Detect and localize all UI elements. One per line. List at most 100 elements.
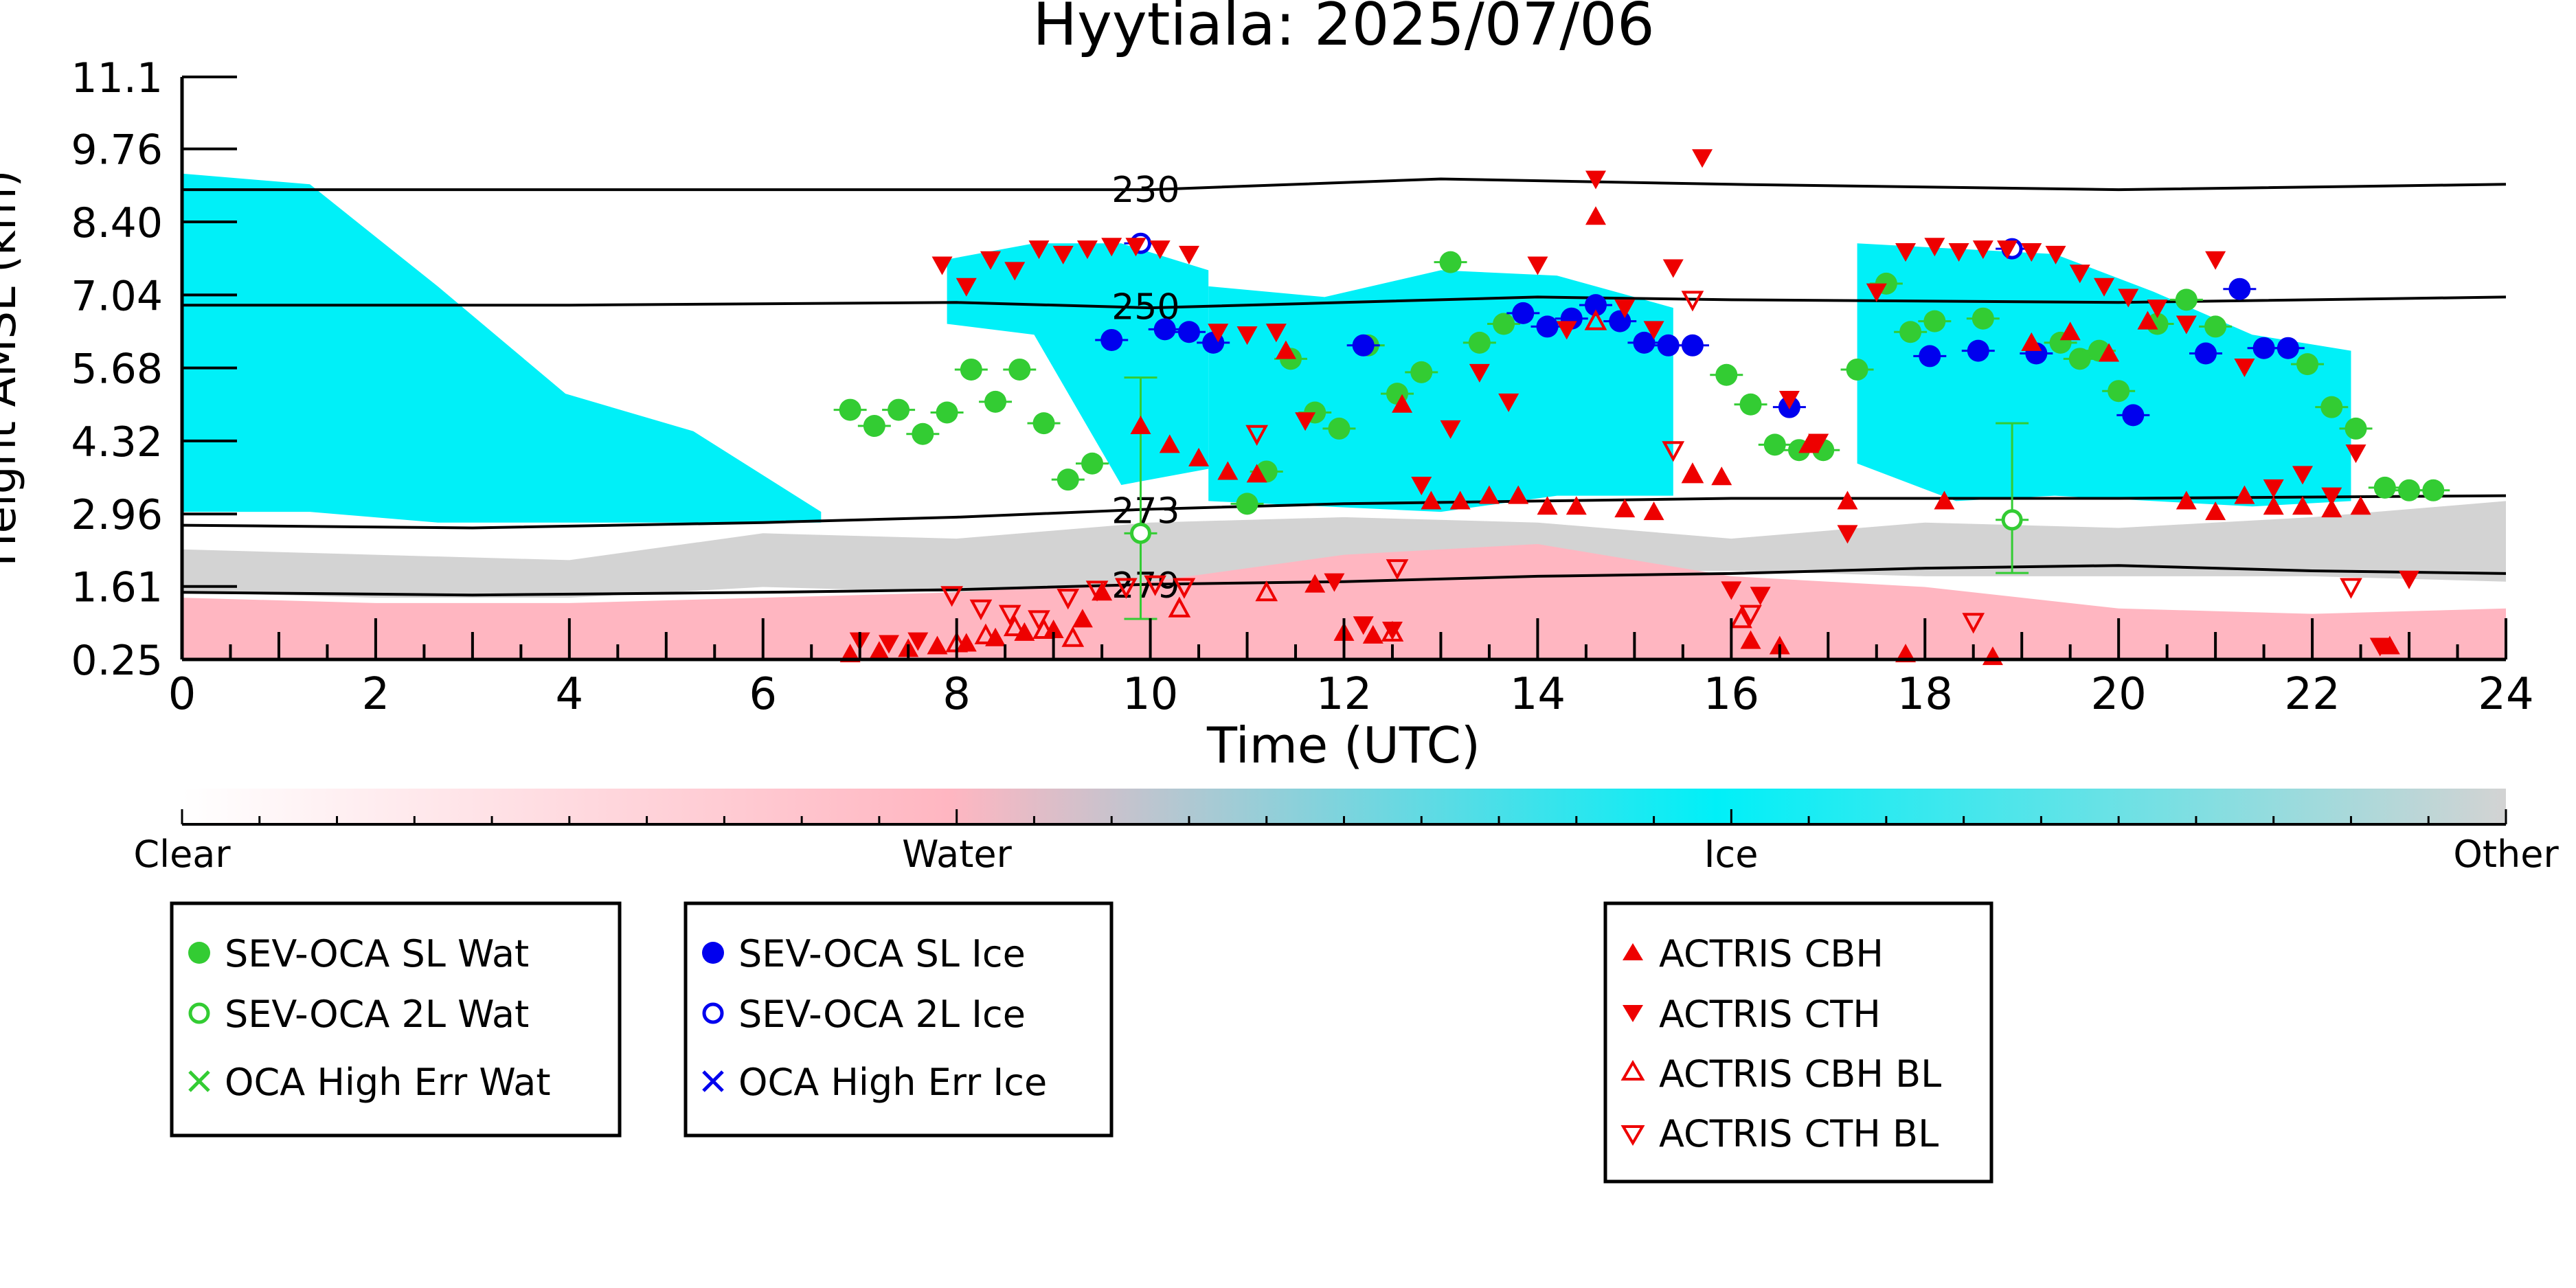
series-actris-cth-bl [940, 291, 2362, 634]
legend-marker-open-circle [188, 1002, 210, 1024]
legend-label: SEV-OCA 2L Ice [738, 993, 1026, 1036]
y-tick-label: 11.1 [71, 54, 163, 102]
x-tick-label: 16 [1704, 669, 1759, 720]
data-point [1328, 417, 1351, 440]
data-point [1584, 294, 1607, 317]
data-point [1837, 490, 1858, 510]
x-tick-label: 22 [2284, 669, 2340, 720]
colorbar-label-clear: Clear [133, 833, 231, 876]
data-point [1498, 393, 1519, 412]
legend-item-oca-high-err-wat: OCA High Err Wat [188, 1061, 551, 1104]
data-point [1072, 609, 1093, 628]
data-point [888, 398, 910, 421]
data-point [1527, 256, 1548, 275]
data-point [2195, 342, 2217, 365]
legend-item-actris-cth: ACTRIS CTH [1623, 993, 1881, 1036]
data-point [1275, 340, 1296, 359]
data-point [2373, 476, 2396, 499]
data-point [1168, 596, 1191, 618]
isotherm-label: 279 [1111, 565, 1179, 607]
x-tick-label: 12 [1316, 669, 1372, 720]
data-point [1028, 240, 1050, 260]
data-point [1255, 580, 1278, 602]
y-tick-label: 8.40 [71, 199, 163, 247]
data-point [1153, 318, 1176, 341]
legend-marker-filled-circle [188, 942, 210, 964]
data-point [1381, 620, 1404, 642]
isotherm-label: 230 [1111, 170, 1179, 211]
data-point [1493, 313, 1515, 335]
data-point [1711, 466, 1732, 486]
data-point [1895, 243, 1917, 262]
data-point [1144, 575, 1166, 596]
data-point [2094, 278, 2115, 297]
data-point [2321, 499, 2342, 518]
legend-marker-filled-triangle-up [1623, 943, 1643, 960]
data-point [2045, 245, 2066, 264]
data-point [1381, 622, 1403, 641]
data-point [1643, 501, 1664, 521]
data-point [2422, 479, 2445, 501]
data-point [2321, 487, 2342, 506]
data-point [2292, 466, 2313, 485]
data-point [1353, 616, 1374, 635]
data-point [931, 256, 953, 275]
data-point [1536, 315, 1559, 338]
data-point [2059, 321, 2081, 341]
legend-item-sev-oca-sl-wat: SEV-OCA SL Wat [188, 932, 529, 975]
data-point [1362, 624, 1383, 644]
data-point [927, 635, 948, 655]
data-point [2176, 315, 2197, 335]
data-point [2296, 353, 2319, 376]
data-point [1808, 433, 1829, 453]
data-point [2108, 380, 2130, 403]
data-point [1537, 496, 1558, 515]
data-point [2263, 496, 2284, 515]
data-point [1052, 245, 1074, 264]
data-point [1923, 310, 1946, 332]
legend-label: OCA High Err Wat [225, 1061, 551, 1104]
data-point [1081, 452, 1104, 475]
data-point [1730, 607, 1752, 629]
x-tick-label: 24 [2478, 669, 2533, 720]
data-point [2320, 396, 2343, 418]
legend-item-sev-oca-sl-ice: SEV-OCA SL Ice [702, 932, 1026, 975]
data-point [1043, 620, 1064, 639]
x-tick-label: 2 [362, 669, 390, 720]
x-tick-label: 0 [168, 669, 196, 720]
data-point [1468, 331, 1491, 354]
data-point [2234, 359, 2255, 378]
data-point [1130, 416, 1151, 435]
data-point [1681, 291, 1704, 312]
x-tick-label: 8 [942, 669, 971, 720]
data-point [1324, 573, 1345, 592]
data-point [2021, 243, 2042, 262]
x-tick-label: 10 [1122, 669, 1178, 720]
data-point [1662, 259, 1684, 278]
legend-marker-open-triangle-down [1620, 1125, 1645, 1146]
data-point [1566, 496, 1587, 515]
data-point [1721, 581, 1742, 600]
data-point [1739, 393, 1762, 416]
data-point [1392, 394, 1413, 413]
data-point [1614, 499, 1636, 518]
data-point [878, 635, 899, 654]
data-point [1057, 589, 1080, 610]
data-point [1740, 630, 1761, 649]
data-point [1997, 240, 2018, 260]
data-point [1411, 476, 1432, 495]
y-tick-label: 1.61 [71, 564, 163, 612]
data-point [1585, 206, 1606, 225]
data-point [1919, 345, 1941, 368]
data-point [1208, 324, 1229, 343]
data-point [1763, 433, 1786, 456]
data-point [1967, 339, 1989, 362]
legend-item-sev-oca-2l-ice: SEV-OCA 2L Ice [702, 993, 1026, 1036]
data-point [960, 358, 982, 381]
legend-box-actris [1603, 901, 1993, 1184]
x-tick-label: 20 [2090, 669, 2146, 720]
legend-label: ACTRIS CTH [1659, 993, 1881, 1036]
data-point [1478, 485, 1500, 504]
colorbar: Clear Water Ice Other [133, 789, 2559, 876]
data-point [1508, 485, 1529, 504]
